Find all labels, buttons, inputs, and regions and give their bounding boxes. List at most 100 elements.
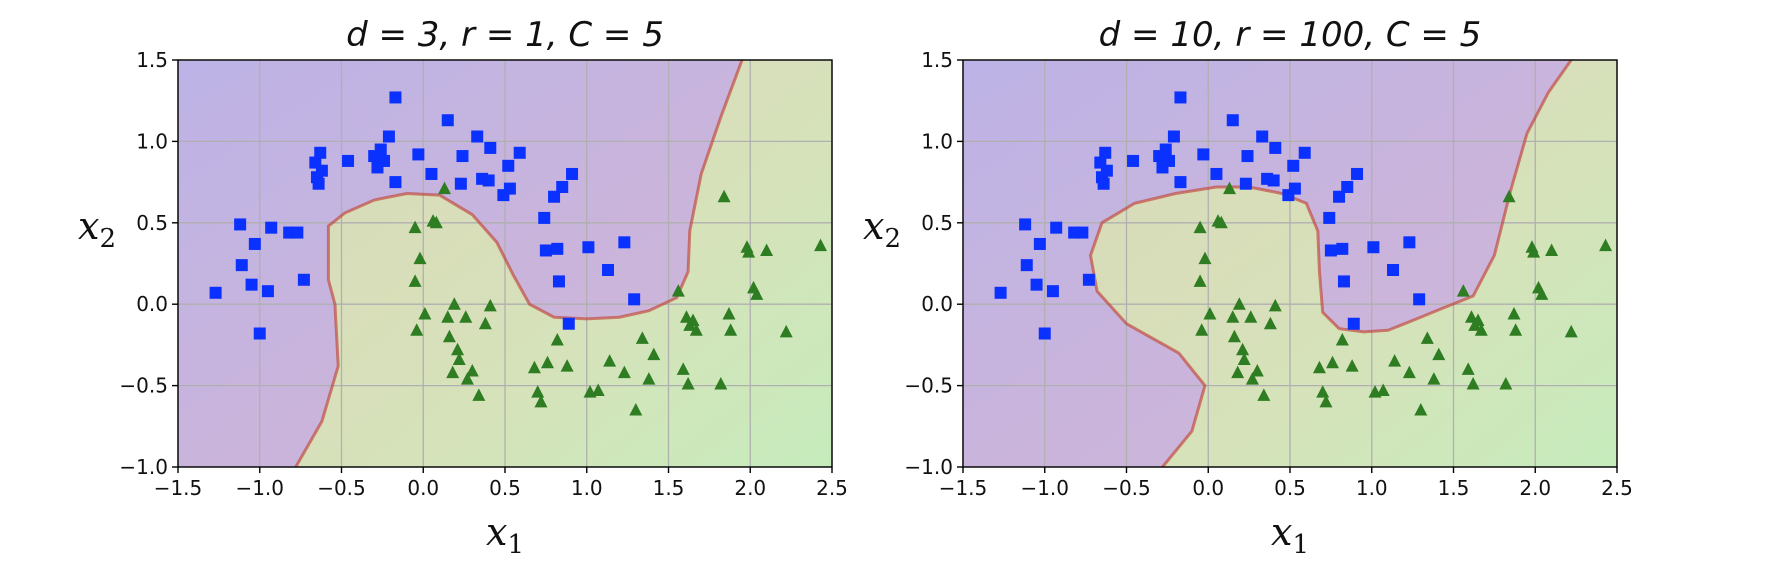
square-point — [374, 143, 387, 156]
square-point — [382, 130, 395, 143]
triangle-point — [1193, 220, 1207, 234]
triangle-point — [446, 365, 460, 379]
triangle-point — [1474, 323, 1488, 336]
y-tick-label: 1.0 — [921, 129, 953, 153]
triangle-point — [1414, 403, 1428, 416]
triangle-point — [1312, 360, 1326, 374]
triangle-point — [527, 360, 541, 374]
triangle-point — [418, 306, 432, 320]
triangle-point — [724, 323, 738, 336]
square-point — [1287, 159, 1300, 172]
y-tick-label: −1.0 — [119, 455, 168, 479]
square-point — [291, 226, 304, 239]
y-tick-label: −0.5 — [119, 374, 168, 398]
x-tick-label: 0.5 — [489, 476, 521, 500]
square-point — [1387, 264, 1400, 277]
x-tick-label: 1.5 — [1438, 476, 1470, 500]
square-point — [1403, 236, 1416, 249]
square-point — [1167, 130, 1180, 143]
square-point — [1241, 150, 1254, 163]
square-point — [245, 278, 258, 291]
triangle-point — [1245, 372, 1259, 385]
triangle-point — [1237, 352, 1251, 366]
square-point — [1030, 278, 1043, 291]
x-tick-label: 1.5 — [653, 476, 685, 500]
square-point — [1050, 221, 1063, 234]
square-point — [1226, 114, 1239, 127]
triangle-point — [1214, 215, 1228, 229]
triangle-point — [429, 215, 443, 229]
x-tick-label: −0.5 — [317, 476, 366, 500]
x-tick-label: −1.5 — [154, 476, 203, 500]
y-tick-label: 1.5 — [921, 48, 953, 72]
square-point — [1324, 244, 1337, 257]
square-point — [548, 190, 561, 203]
triangle-point — [642, 372, 656, 385]
triangle-point — [438, 181, 452, 195]
x-axis-label: x1 — [1271, 510, 1309, 560]
square-point — [1100, 164, 1113, 177]
square-point — [551, 242, 564, 255]
triangle-point — [714, 376, 728, 390]
triangle-point — [1466, 376, 1480, 390]
x-axis-label-main: x — [1271, 510, 1292, 554]
triangle-point — [460, 372, 474, 385]
triangle-point — [722, 306, 736, 320]
square-point — [1341, 180, 1354, 193]
triangle-point — [686, 313, 700, 326]
x-axis-label-sub: 1 — [507, 530, 524, 560]
square-point — [1019, 218, 1032, 231]
square-point — [503, 182, 516, 195]
square-point — [342, 154, 355, 167]
y-axis-label: x2 — [78, 204, 116, 254]
square-point — [412, 148, 425, 161]
triangle-point — [413, 251, 427, 265]
triangle-point — [1223, 181, 1237, 195]
triangle-point — [1268, 298, 1282, 312]
square-point — [513, 146, 526, 159]
y-tick-label: 0.5 — [921, 211, 953, 235]
triangle-point — [1432, 347, 1446, 361]
triangle-point — [1244, 310, 1258, 323]
triangle-point — [560, 359, 574, 372]
decision-boundary — [1088, 60, 1573, 467]
region-class1 — [295, 60, 832, 467]
triangle-point — [635, 331, 649, 344]
square-point — [378, 154, 391, 167]
square-point — [1288, 182, 1301, 195]
triangle-point — [1461, 362, 1475, 375]
x-tick-label: 2.0 — [734, 476, 766, 500]
triangle-point — [629, 403, 643, 416]
x-tick-label: 1.0 — [571, 476, 603, 500]
subplot-right: −1.5 −1.0 −0.5 0.0 0.5 1.0 1.5 2.0 2.5−1.0−0.50.… — [863, 15, 1633, 560]
square-point — [1020, 259, 1033, 272]
y-tick-label: 0.5 — [136, 211, 168, 235]
triangle-point — [1502, 189, 1516, 203]
square-point — [566, 167, 579, 180]
square-point — [1197, 148, 1210, 161]
square-point — [1099, 146, 1112, 159]
square-point — [314, 146, 327, 159]
triangle-point — [550, 333, 564, 346]
y-tick-label: 1.5 — [136, 48, 168, 72]
y-tick-label: 0.0 — [136, 292, 168, 316]
triangle-point — [1388, 354, 1402, 367]
triangle-point — [452, 352, 466, 366]
square-point — [248, 237, 261, 250]
square-point — [1347, 317, 1360, 330]
square-point — [253, 327, 266, 340]
triangle-point — [742, 245, 756, 258]
triangle-point — [531, 385, 545, 398]
square-point — [261, 285, 274, 298]
square-point — [484, 141, 497, 154]
triangle-point — [1335, 333, 1349, 346]
square-point — [471, 130, 484, 143]
triangle-point — [472, 388, 486, 401]
square-point — [1256, 130, 1269, 143]
square-point — [235, 259, 248, 272]
triangle-point — [1226, 310, 1240, 323]
y-tick-label: 0.0 — [921, 292, 953, 316]
square-point — [556, 180, 569, 193]
y-axis-label-main: x — [78, 204, 99, 248]
